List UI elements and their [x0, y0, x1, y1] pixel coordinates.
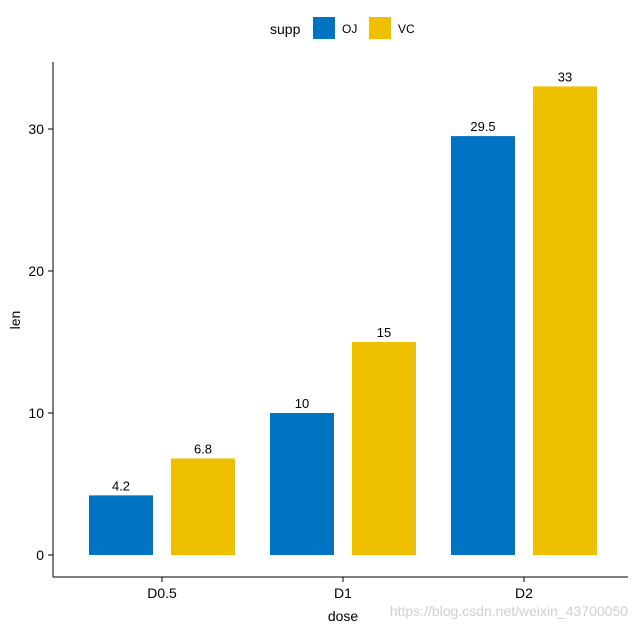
data-label: 15	[377, 325, 391, 340]
legend-label-oj: OJ	[342, 22, 357, 36]
y-tick-label: 30	[28, 121, 44, 137]
y-tick-label: 20	[28, 263, 44, 279]
x-axis-title: dose	[328, 608, 359, 624]
data-label: 10	[295, 396, 309, 411]
data-label: 33	[558, 69, 572, 84]
data-label: 29.5	[470, 119, 495, 134]
legend-items: OJ VC	[313, 17, 415, 39]
legend-title: supp	[270, 21, 301, 37]
x-tick-label: D1	[334, 585, 352, 601]
y-tick-label: 0	[36, 547, 44, 563]
y-axis-title: len	[7, 311, 23, 330]
legend-swatch-vc	[369, 17, 391, 39]
bar-oj-d2	[451, 136, 515, 555]
bar-oj-d0_5	[89, 495, 153, 555]
axes	[52, 62, 628, 578]
y-tick-label: 10	[28, 405, 44, 421]
data-label: 4.2	[112, 478, 130, 493]
watermark-text: https://blog.csdn.net/weixin_43700050	[390, 603, 628, 619]
bar-vc-d2	[533, 86, 597, 556]
data-label: 6.8	[194, 441, 212, 456]
legend: supp OJ VC	[270, 17, 415, 39]
legend-label-vc: VC	[398, 22, 415, 36]
x-tick-label: D0.5	[147, 585, 177, 601]
x-tick-label: D2	[515, 585, 533, 601]
bar-vc-d1	[352, 342, 416, 555]
legend-swatch-oj	[313, 17, 335, 39]
bar-oj-d1	[270, 413, 334, 555]
data-labels: 4.2 6.8 10 15 29.5 33	[112, 69, 572, 493]
x-ticks: D0.5 D1 D2	[147, 577, 533, 601]
y-ticks: 0 10 20 30	[28, 121, 53, 563]
bar-vc-d0_5	[171, 458, 235, 555]
bars	[89, 86, 597, 556]
